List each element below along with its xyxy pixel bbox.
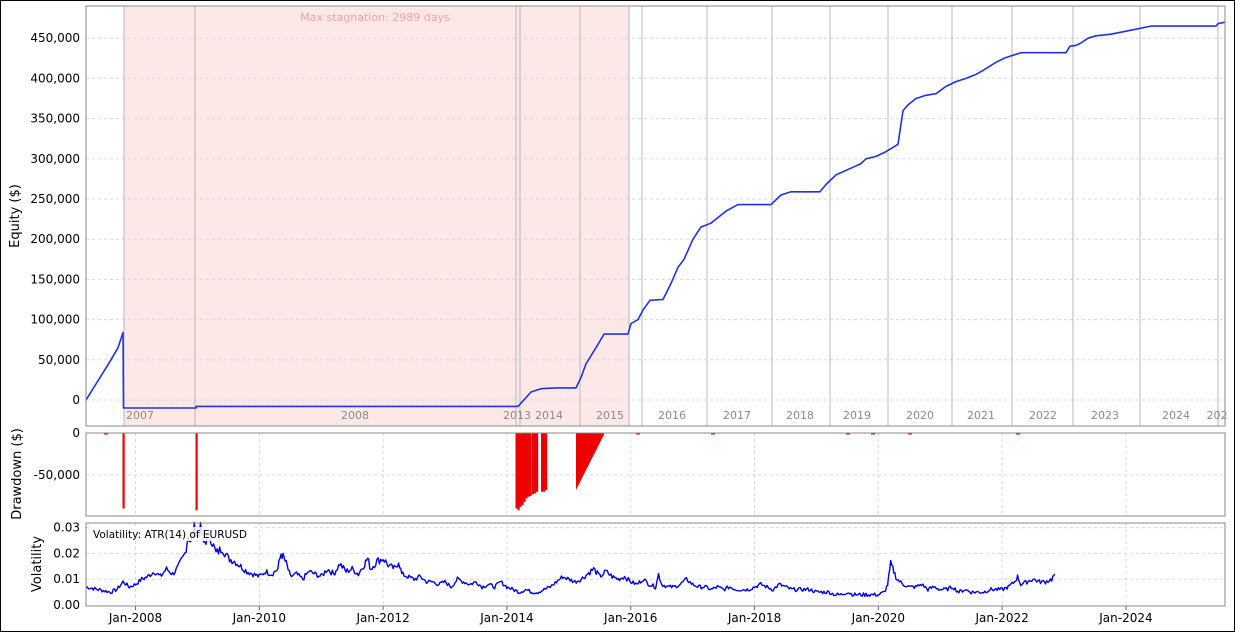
drawdown-bar xyxy=(122,433,125,509)
equity-ytick-label: 100,000 xyxy=(30,313,80,327)
drawdown-bar xyxy=(541,433,544,492)
volatility-title: Volatility: ATR(14) of EURUSD xyxy=(93,529,247,541)
volatility-ytick-label: 0.01 xyxy=(53,572,80,586)
drawdown-bar xyxy=(523,433,526,502)
drawdown-small-mark xyxy=(711,433,715,435)
segment-year-label: 2020 xyxy=(906,409,934,422)
x-axis-label: Jan-2014 xyxy=(479,611,533,625)
equity-axis-title: Equity ($) xyxy=(8,184,23,248)
equity-ytick-label: 400,000 xyxy=(30,71,80,85)
volatility-ytick-label: 0.02 xyxy=(53,546,80,560)
drawdown-axis-title: Drawdown ($) xyxy=(10,428,25,520)
equity-ytick-label: 0 xyxy=(72,393,80,407)
drawdown-bar xyxy=(195,433,198,511)
equity-ytick-label: 300,000 xyxy=(30,152,80,166)
drawdown-bar xyxy=(536,433,539,492)
drawdown-ytick-label: 0 xyxy=(72,426,80,440)
drawdown-bar xyxy=(517,433,520,511)
drawdown-small-mark xyxy=(846,433,850,435)
volatility-line xyxy=(86,521,1056,597)
segment-year-label: 2024 xyxy=(1162,409,1190,422)
drawdown-bar xyxy=(545,433,548,491)
x-axis-label: Jan-2016 xyxy=(603,611,657,625)
drawdown-bar xyxy=(521,433,524,506)
drawdown-bar xyxy=(527,433,530,497)
equity-ytick-label: 200,000 xyxy=(30,232,80,246)
segment-year-label: 2014 xyxy=(535,409,563,422)
x-axis-label: Jan-2024 xyxy=(1098,611,1152,625)
drawdown-small-mark xyxy=(908,433,912,435)
equity-ytick-label: 150,000 xyxy=(30,272,80,286)
drawdown-bar xyxy=(515,433,518,509)
drawdown-ytick-label: -50,000 xyxy=(34,468,80,482)
drawdown-small-mark xyxy=(1016,433,1020,435)
x-axis-label: Jan-2022 xyxy=(974,611,1028,625)
panel-border-3 xyxy=(85,522,1226,607)
equity-ytick-label: 350,000 xyxy=(30,112,80,126)
segment-year-label: 2013 xyxy=(503,409,531,422)
volatility-axis-title: Volatility xyxy=(30,536,45,592)
drawdown-bar xyxy=(525,433,528,499)
equity-line xyxy=(85,21,1226,409)
drawdown-small-mark xyxy=(636,433,640,435)
segment-year-label: 2022 xyxy=(1029,409,1057,422)
drawdown-bar xyxy=(529,433,532,496)
x-axis-label: Jan-2018 xyxy=(727,611,781,625)
segment-year-label: 2018 xyxy=(786,409,814,422)
stagnation-region xyxy=(124,7,629,426)
stagnation-annotation: Max stagnation: 2989 days xyxy=(300,11,450,24)
segment-year-label: 2008 xyxy=(341,409,369,422)
x-axis-label: Jan-2010 xyxy=(232,611,286,625)
segment-year-label: 2019 xyxy=(843,409,871,422)
segment-year-label: 2017 xyxy=(723,409,751,422)
volatility-title-box xyxy=(90,527,252,541)
panel-background-3 xyxy=(86,523,1225,606)
segment-year-label: 2023 xyxy=(1091,409,1119,422)
drawdown-small-mark xyxy=(871,433,875,435)
x-axis-label: Jan-2012 xyxy=(355,611,409,625)
drawdown-bar xyxy=(519,433,522,507)
panel-border-2 xyxy=(85,432,1226,517)
equity-ytick-label: 250,000 xyxy=(30,192,80,206)
segment-year-label: 2015 xyxy=(596,409,624,422)
segment-year-label: 2021 xyxy=(967,409,995,422)
equity-ytick-label: 450,000 xyxy=(30,31,80,45)
drawdown-small-mark xyxy=(104,433,108,435)
drawdown-ramp xyxy=(576,433,604,491)
segment-year-label: 2016 xyxy=(658,409,686,422)
x-axis-label: Jan-2008 xyxy=(108,611,162,625)
volatility-ytick-label: 0.03 xyxy=(53,521,80,535)
equity-ytick-label: 50,000 xyxy=(38,353,80,367)
drawdown-bar xyxy=(532,433,535,495)
panel-border-1 xyxy=(85,5,1226,427)
segment-year-label: 202 xyxy=(1207,409,1228,422)
drawdown-bar xyxy=(543,433,546,492)
volatility-ytick-label: 0.00 xyxy=(53,598,80,612)
x-axis-label: Jan-2020 xyxy=(851,611,905,625)
drawdown-bar xyxy=(534,433,537,494)
segment-year-label: 2007 xyxy=(126,409,154,422)
